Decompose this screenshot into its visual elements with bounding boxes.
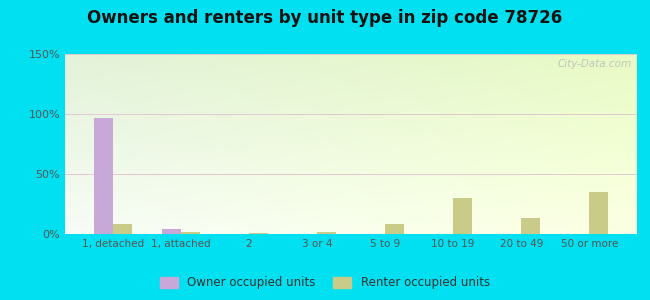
Bar — [112, 224, 132, 234]
Bar — [590, 192, 608, 234]
Bar — [385, 224, 404, 234]
Legend: Owner occupied units, Renter occupied units: Owner occupied units, Renter occupied un… — [155, 272, 495, 294]
Bar — [453, 198, 472, 234]
Bar — [162, 229, 181, 234]
Bar — [317, 232, 336, 234]
Bar — [94, 118, 112, 234]
Bar — [181, 232, 200, 234]
Bar — [249, 233, 268, 234]
Bar — [521, 218, 540, 234]
Text: Owners and renters by unit type in zip code 78726: Owners and renters by unit type in zip c… — [87, 9, 563, 27]
Text: City-Data.com: City-Data.com — [557, 59, 631, 69]
